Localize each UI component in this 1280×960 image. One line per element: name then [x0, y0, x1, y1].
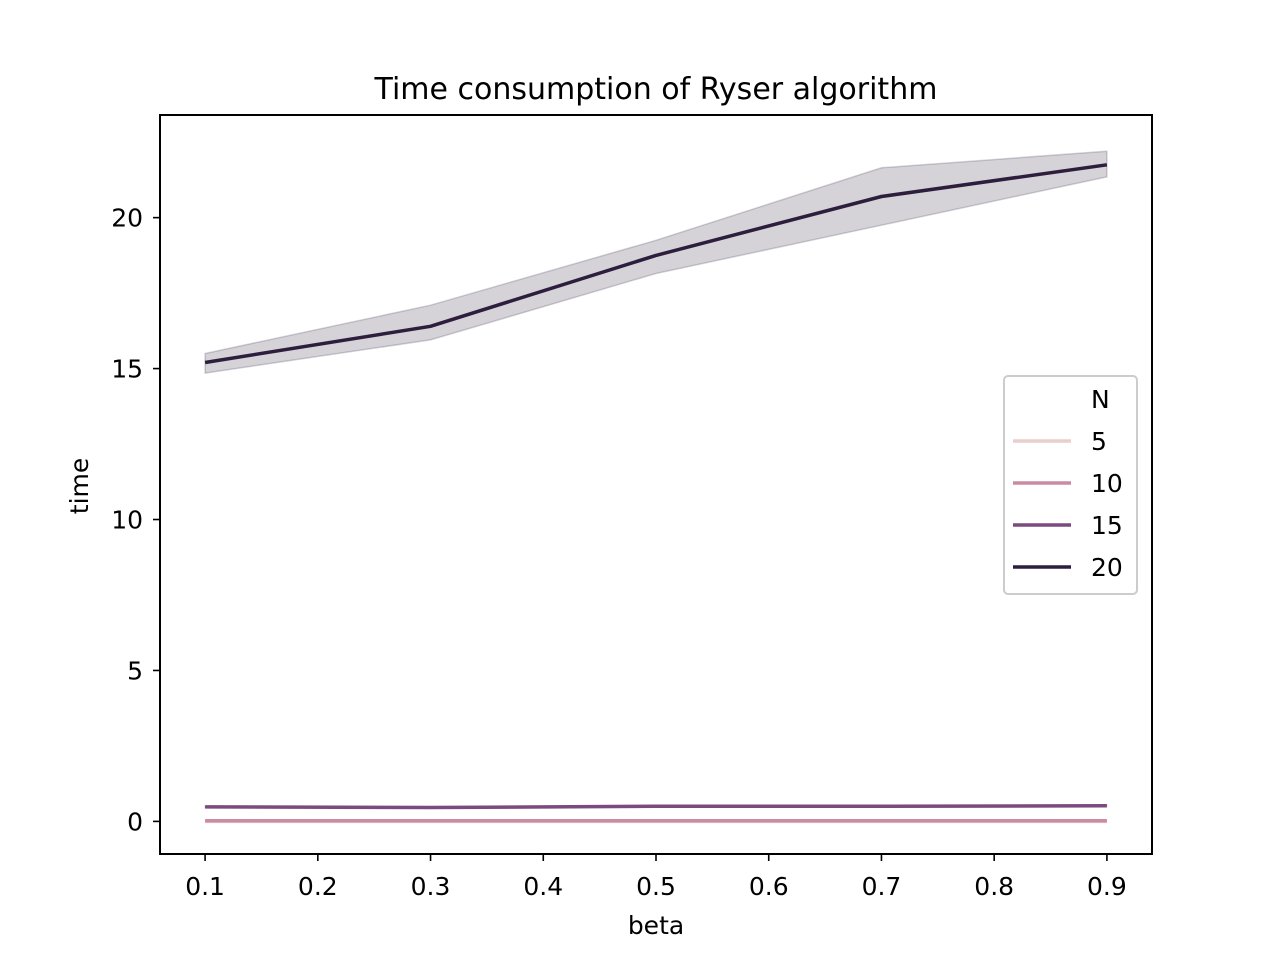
legend: N 5 10 15 20	[1003, 375, 1138, 595]
y-tick-label: 15	[111, 355, 143, 384]
x-tick-label: 0.9	[1087, 872, 1127, 901]
series-line-20	[204, 163, 1108, 365]
x-tick-label: 0.3	[411, 872, 451, 901]
legend-title: N	[1091, 385, 1110, 414]
y-tick-label: 20	[111, 204, 143, 233]
legend-box	[1003, 375, 1138, 595]
y-tick-label: 0	[127, 807, 143, 836]
y-axis: 0 5 10 15 20	[111, 204, 160, 836]
legend-label-20: 20	[1091, 553, 1123, 582]
legend-items: 5 10 15 20	[1013, 427, 1123, 582]
ci-band-20	[204, 150, 1108, 374]
y-tick-label: 5	[127, 656, 143, 685]
chart-title: Time consumption of Ryser algorithm	[374, 72, 938, 107]
x-tick-label: 0.1	[185, 872, 225, 901]
legend-label-10: 10	[1091, 469, 1123, 498]
y-tick-label: 10	[111, 506, 143, 535]
x-tick-label: 0.2	[298, 872, 338, 901]
x-tick-label: 0.6	[749, 872, 789, 901]
x-axis-label: beta	[628, 911, 684, 940]
series-line-15	[205, 803, 1107, 810]
x-axis: 0.1 0.2 0.3 0.4 0.5 0.6 0.7 0.8 0.9	[185, 854, 1127, 901]
x-tick-label: 0.7	[862, 872, 902, 901]
plot-area	[204, 150, 1108, 824]
x-tick-label: 0.4	[523, 872, 563, 901]
legend-label-5: 5	[1091, 427, 1107, 456]
legend-label-15: 15	[1091, 511, 1123, 540]
y-axis-label: time	[65, 458, 94, 514]
x-tick-label: 0.5	[636, 872, 676, 901]
x-tick-label: 0.8	[974, 872, 1014, 901]
